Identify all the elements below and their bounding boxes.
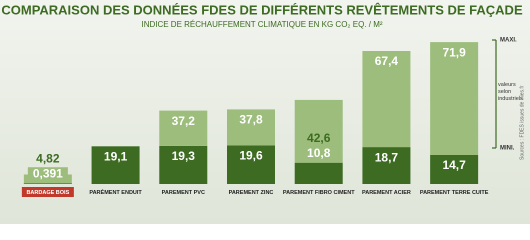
source-note: Sources : FDES issues de inies.fr <box>519 85 525 160</box>
max-label: MAXI. <box>500 38 517 44</box>
min-bar <box>159 145 208 184</box>
min-value-label: 19,1 <box>104 149 128 163</box>
max-value-label: 42,6 <box>307 131 331 145</box>
max-value-label: 37,2 <box>172 114 196 128</box>
min-bar <box>23 183 72 184</box>
min-value-label: 10,8 <box>307 146 331 160</box>
max-value-label: 71,9 <box>442 45 466 59</box>
chart-title: COMPARAISON DES DONNÉES FDES DE DIFFÉREN… <box>1 2 523 17</box>
min-label: MINI. <box>500 146 515 152</box>
range-note-box: valeurs selon industriels <box>498 82 523 102</box>
x-tick-label: PAREMENT TERRE CUITE <box>420 190 489 196</box>
min-bar <box>430 154 479 184</box>
min-value-label: 19,6 <box>239 148 263 162</box>
min-value-label: 19,3 <box>172 149 196 163</box>
min-bar <box>362 147 411 184</box>
min-bar <box>294 162 343 184</box>
max-value-label: 4,82 <box>36 151 60 165</box>
x-tick-label: PAREMENT ACIER <box>362 190 411 196</box>
min-value-label: 0,391 <box>33 166 63 180</box>
max-value-label: 37,8 <box>239 113 263 127</box>
value-label-box <box>298 146 339 161</box>
range-bar <box>227 109 275 146</box>
max-value-label: 67,4 <box>375 54 399 68</box>
chart-subtitle: INDICE DE RÉCHAUFFEMENT CLIMATIQUE EN KG… <box>141 20 382 29</box>
x-tick-label: PAREMENT FIBRO CIMENT <box>283 190 355 196</box>
min-value-label: 18,7 <box>375 150 399 164</box>
range-bar <box>430 42 479 155</box>
highlight-box <box>21 187 74 197</box>
min-bar <box>91 146 140 184</box>
range-bar <box>159 110 208 146</box>
value-label-box <box>27 167 68 182</box>
range-note: valeurs selon industriels <box>498 82 523 102</box>
x-tick-label: BARDAGE BOIS <box>26 190 69 196</box>
min-bar <box>227 145 275 184</box>
x-tick-label: PAREMENT PVC <box>162 190 205 196</box>
min-value-label: 14,7 <box>442 158 466 172</box>
x-tick-label: PARÉMENT ENDUIT <box>89 188 142 196</box>
x-tick-label: PAREMENT ZINC <box>229 190 274 196</box>
range-bar <box>362 50 411 148</box>
chart: COMPARAISON DES DONNÉES FDES DE DIFFÉREN… <box>0 0 530 224</box>
